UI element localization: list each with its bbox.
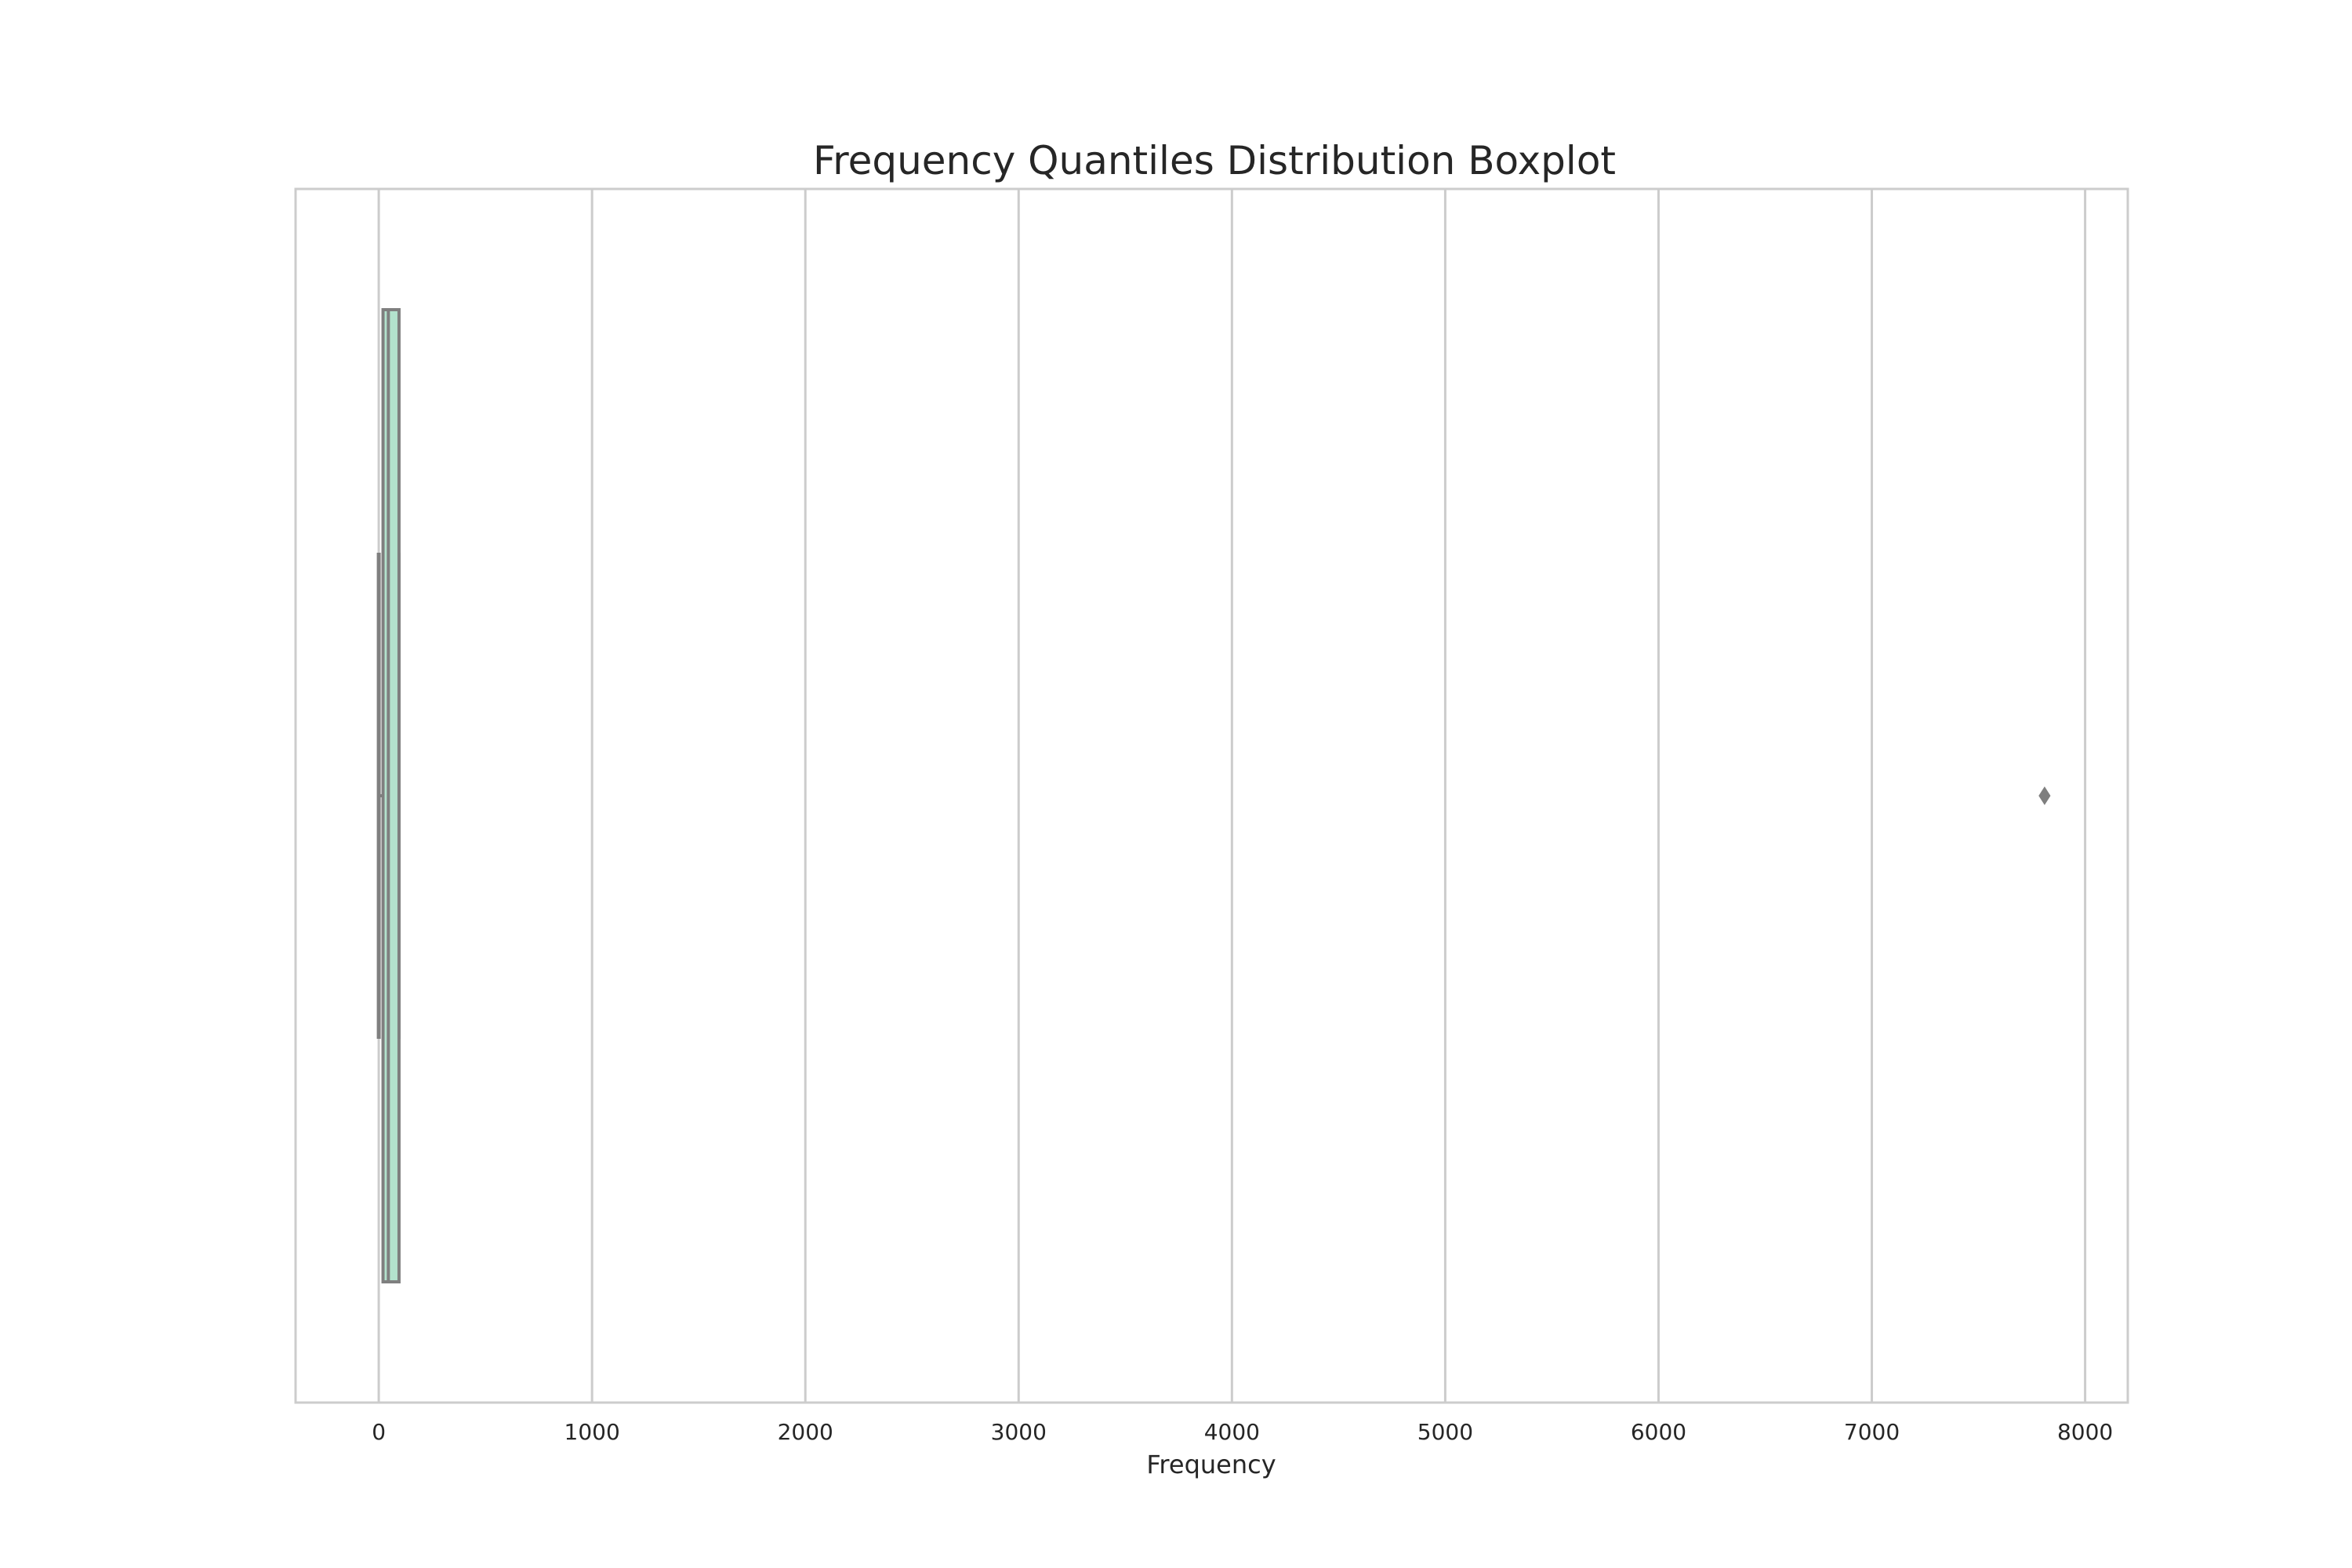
box-series bbox=[379, 310, 2050, 1282]
x-tick-label: 7000 bbox=[1844, 1419, 1900, 1445]
grid-lines bbox=[379, 189, 2085, 1403]
x-tick-label: 4000 bbox=[1204, 1419, 1260, 1445]
x-axis-ticks: 0 1000 2000 3000 4000 5000 6000 7000 8000 bbox=[372, 1419, 2113, 1445]
x-tick-label: 2000 bbox=[778, 1419, 833, 1445]
x-tick-label: 5000 bbox=[1417, 1419, 1473, 1445]
outlier-point bbox=[2039, 787, 2050, 804]
x-axis-label: Frequency bbox=[1146, 1450, 1276, 1479]
x-tick-label: 1000 bbox=[564, 1419, 620, 1445]
plot-frame bbox=[296, 189, 2128, 1403]
chart-title: Frequency Quantiles Distribution Boxplot bbox=[813, 138, 1616, 183]
x-tick-label: 8000 bbox=[2057, 1419, 2113, 1445]
x-tick-label: 0 bbox=[372, 1419, 386, 1445]
x-tick-label: 6000 bbox=[1631, 1419, 1686, 1445]
iqr-box bbox=[383, 310, 399, 1282]
x-tick-label: 3000 bbox=[991, 1419, 1047, 1445]
